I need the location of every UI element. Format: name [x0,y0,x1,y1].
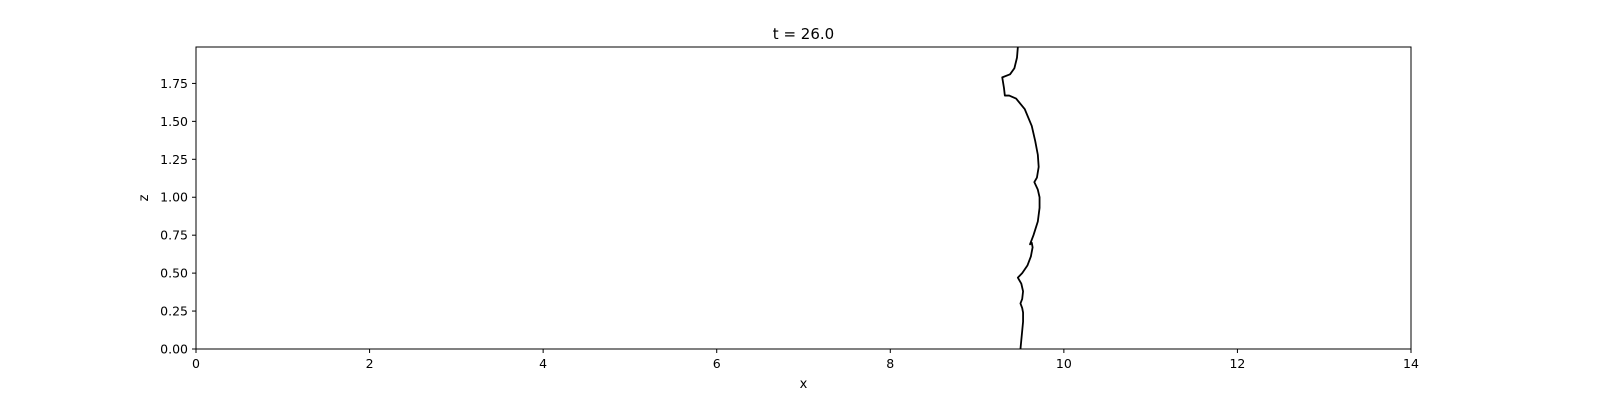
axes-frame [195,46,1412,350]
x-tick-label: 4 [539,356,547,371]
y-tick-label: 1.25 [160,152,188,167]
y-tick-label: 0.25 [160,304,188,319]
series-line [1001,46,1041,350]
x-tick-label: 8 [886,356,894,371]
x-tick-label: 0 [192,356,200,371]
x-axis: 0 2 4 6 8 10 12 14 [192,349,1419,371]
y-tick-label: 1.75 [160,76,188,91]
x-tick-label: 14 [1403,356,1419,371]
y-axis-label: z [137,194,152,201]
y-tick-label: 1.50 [160,114,188,129]
y-tick-label: 0.00 [160,342,188,357]
x-tick-label: 10 [1056,356,1072,371]
x-tick-label: 6 [713,356,721,371]
x-tick-label: 2 [366,356,374,371]
chart-title: t = 26.0 [773,25,834,43]
y-tick-label: 1.00 [160,190,188,205]
y-tick-label: 0.75 [160,228,188,243]
x-tick-label: 12 [1229,356,1245,371]
y-tick-label: 0.50 [160,266,188,281]
y-axis: 0.00 0.25 0.50 0.75 1.00 1.25 1.50 1.75 [160,76,196,357]
x-axis-label: x [800,377,808,392]
plot-area [195,46,1412,350]
